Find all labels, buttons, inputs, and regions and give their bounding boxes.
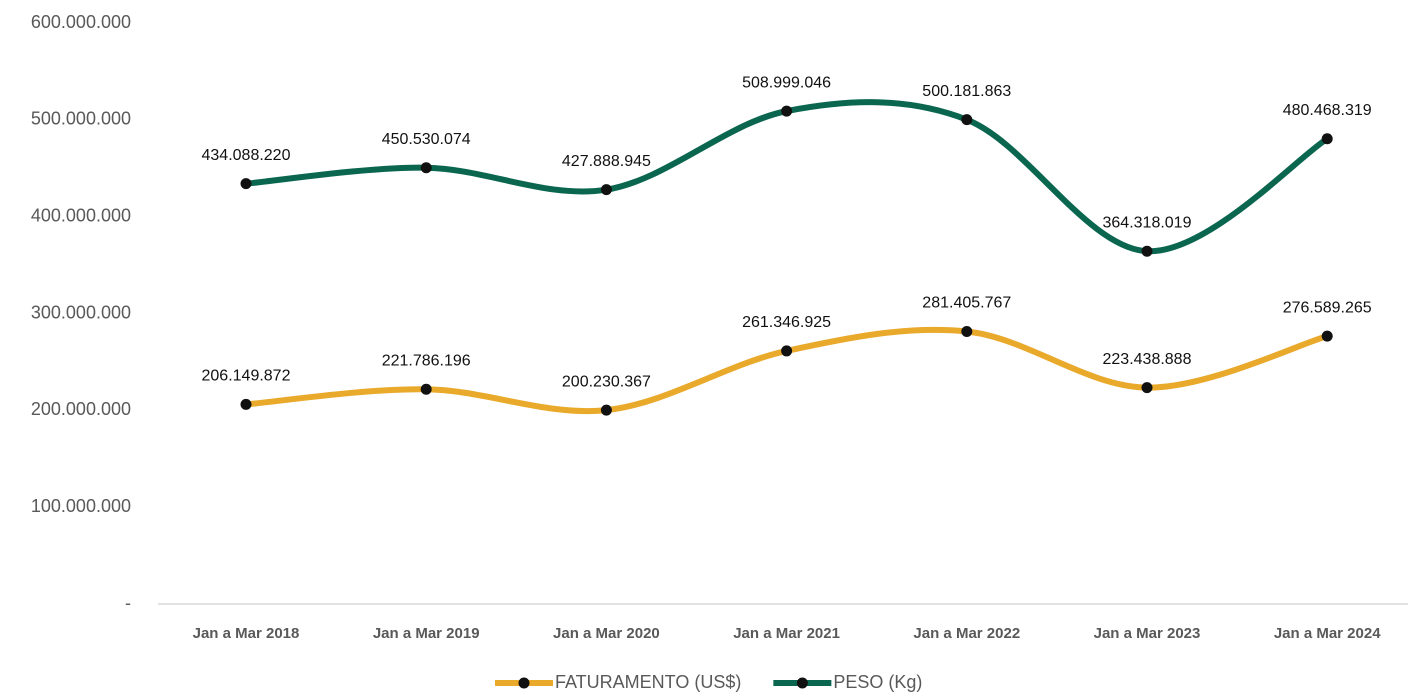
value-label: 206.149.872 bbox=[202, 368, 291, 385]
value-label: 480.468.319 bbox=[1283, 102, 1372, 119]
y-tick-label: 200.000.000 bbox=[31, 399, 131, 419]
point bbox=[781, 105, 793, 117]
value-label: 276.589.265 bbox=[1283, 299, 1372, 316]
point bbox=[240, 398, 252, 410]
value-label: 221.786.196 bbox=[382, 352, 471, 369]
y-tick-label: 300.000.000 bbox=[31, 302, 131, 322]
x-tick-label: Jan a Mar 2024 bbox=[1274, 625, 1381, 642]
x-tick-label: Jan a Mar 2018 bbox=[193, 625, 300, 642]
point bbox=[1141, 245, 1153, 257]
y-tick-label: 500.000.000 bbox=[31, 109, 131, 129]
legend-marker bbox=[796, 677, 808, 689]
point bbox=[781, 345, 793, 357]
value-label: 500.181.863 bbox=[922, 83, 1011, 100]
point bbox=[1141, 382, 1153, 394]
point bbox=[600, 404, 612, 416]
value-label: 508.999.046 bbox=[742, 74, 831, 91]
y-tick-label: 400.000.000 bbox=[31, 205, 131, 225]
value-label: 364.318.019 bbox=[1103, 214, 1192, 231]
y-tick-label: - bbox=[125, 593, 131, 613]
y-tick-label: 100.000.000 bbox=[31, 496, 131, 516]
point bbox=[600, 184, 612, 196]
point bbox=[1321, 133, 1333, 145]
y-tick-label: 600.000.000 bbox=[31, 12, 131, 32]
point bbox=[420, 162, 432, 174]
value-label: 427.888.945 bbox=[562, 153, 651, 170]
value-label: 281.405.767 bbox=[922, 295, 1011, 312]
point bbox=[1321, 330, 1333, 342]
value-label: 223.438.888 bbox=[1103, 351, 1192, 368]
point bbox=[961, 326, 973, 338]
x-tick-label: Jan a Mar 2021 bbox=[733, 625, 840, 642]
legend-label: FATURAMENTO (US$) bbox=[555, 672, 741, 692]
value-label: 450.530.074 bbox=[382, 131, 471, 148]
legend-label: PESO (Kg) bbox=[833, 672, 922, 692]
x-tick-label: Jan a Mar 2019 bbox=[373, 625, 480, 642]
point bbox=[240, 178, 252, 190]
point bbox=[961, 114, 973, 126]
x-tick-label: Jan a Mar 2020 bbox=[553, 625, 660, 642]
x-tick-label: Jan a Mar 2023 bbox=[1094, 625, 1201, 642]
value-label: 200.230.367 bbox=[562, 373, 651, 390]
value-label: 261.346.925 bbox=[742, 314, 831, 331]
point bbox=[420, 383, 432, 395]
x-tick-label: Jan a Mar 2022 bbox=[913, 625, 1020, 642]
series-line bbox=[243, 326, 1331, 415]
legend-marker bbox=[518, 677, 530, 689]
value-label: 434.088.220 bbox=[202, 147, 291, 164]
